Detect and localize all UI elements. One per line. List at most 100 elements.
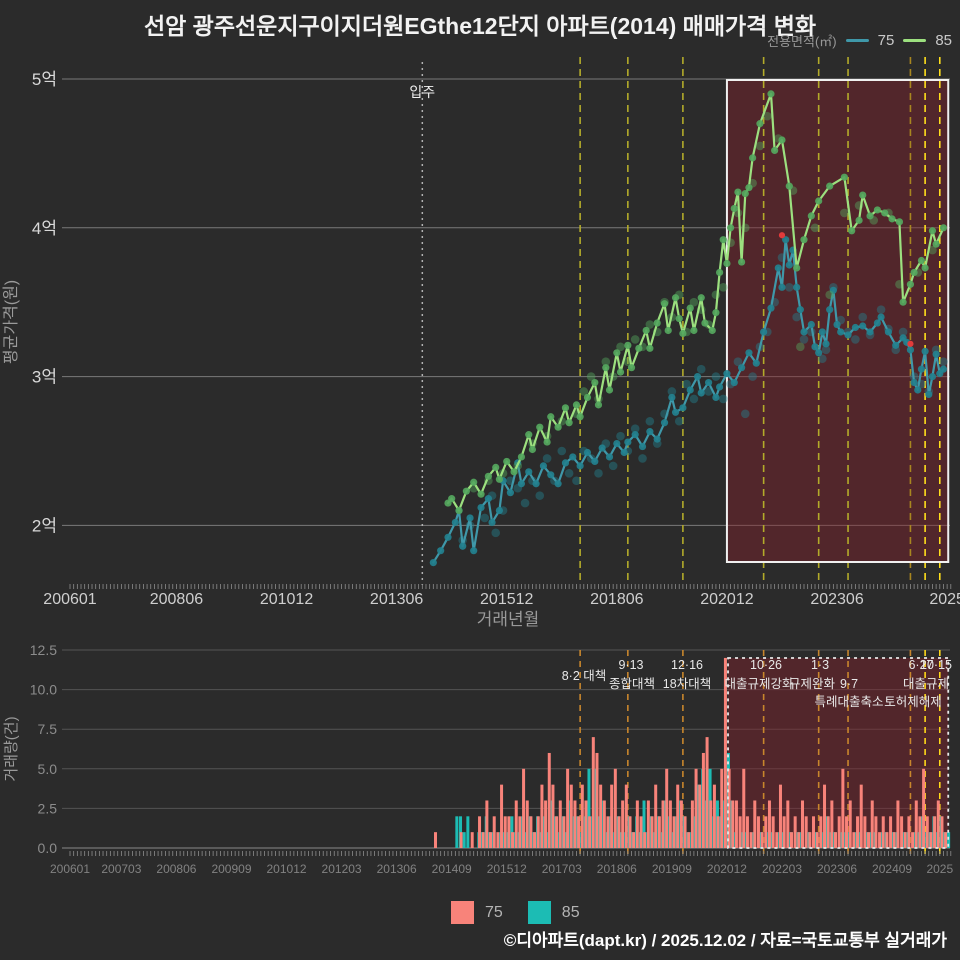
line-point-85 xyxy=(448,495,456,503)
line-point-85 xyxy=(719,236,727,244)
line-point-85 xyxy=(939,224,948,232)
bar-75 xyxy=(511,832,515,848)
bar-75 xyxy=(793,816,797,848)
scatter-point-75 xyxy=(939,357,948,367)
policy-annotation: 대출규제 xyxy=(903,677,949,691)
y-tick-label: 4억 xyxy=(32,219,57,238)
bar-75 xyxy=(544,800,548,848)
bar-75 xyxy=(646,800,650,848)
bar-75 xyxy=(690,800,694,848)
scatter-point-75 xyxy=(876,305,886,314)
bar-75 xyxy=(940,816,944,848)
legend-top-label: 전용면적(㎡) xyxy=(767,34,837,49)
footer-credit: ©디아파트(dapt.kr) / 2025.12.02 / 자료=국토교통부 실… xyxy=(503,931,947,950)
bar-75 xyxy=(470,832,474,848)
scatter-point-75 xyxy=(696,364,706,374)
line-point-85 xyxy=(594,401,603,409)
legend-bottom: 75 85 xyxy=(451,901,580,924)
scatter-point-75 xyxy=(491,528,501,538)
legend-bottom-item-85: 85 xyxy=(527,901,580,924)
scatter-point-75 xyxy=(792,312,801,322)
scatter-point-75 xyxy=(594,469,603,478)
bar-75 xyxy=(712,784,716,848)
policy-annotation: 특례대출축소 xyxy=(814,695,883,709)
line-point-75 xyxy=(693,373,702,381)
line-point-75 xyxy=(631,431,639,439)
bar-75 xyxy=(867,832,871,848)
line-point-75 xyxy=(547,471,555,479)
line-point-75 xyxy=(866,328,874,336)
line-point-75 xyxy=(697,389,705,397)
policy-annotation: 8·2 대책 xyxy=(562,668,607,683)
bar-75 xyxy=(852,832,856,848)
line-point-75 xyxy=(800,328,808,336)
y-tick-label: 7.5 xyxy=(38,721,58,737)
line-point-75 xyxy=(429,559,437,567)
x-axis-title: 거래년월 xyxy=(477,610,540,629)
bar-75 xyxy=(481,832,485,848)
line-point-75 xyxy=(517,480,526,488)
line-point-85 xyxy=(561,404,570,412)
line-point-85 xyxy=(525,431,533,439)
bar-75 xyxy=(672,816,676,848)
policy-annotation: 규제완화 xyxy=(789,677,836,691)
x-tick-label: 201512 xyxy=(480,591,533,608)
line-point-75 xyxy=(532,480,540,488)
line-point-85 xyxy=(730,204,738,213)
bar-85 xyxy=(947,832,951,848)
bar-75 xyxy=(834,832,838,848)
bar-75 xyxy=(764,816,768,848)
scatter-point-75 xyxy=(608,461,618,471)
scatter-point-75 xyxy=(733,357,743,367)
line-point-75 xyxy=(539,462,548,470)
line-point-75 xyxy=(679,404,687,412)
line-point-85 xyxy=(602,364,610,372)
bar-75 xyxy=(507,816,511,848)
x-tick-label: 201512 xyxy=(487,862,527,876)
bar-75 xyxy=(558,800,562,848)
line-point-75 xyxy=(620,448,628,457)
scatter-point-75 xyxy=(564,469,574,478)
line-point-75 xyxy=(525,468,533,476)
scatter-point-85 xyxy=(645,320,655,329)
x-tick-label: 200703 xyxy=(101,862,141,876)
bar-75 xyxy=(922,768,926,848)
legend-top: 전용면적(㎡) 75 85 xyxy=(767,31,952,50)
line-point-85 xyxy=(642,326,650,335)
line-point-75 xyxy=(484,495,492,503)
line-point-75 xyxy=(917,365,926,373)
scatter-point-75 xyxy=(740,409,750,419)
red-point xyxy=(778,232,786,239)
bar-75 xyxy=(701,752,705,848)
bar-75 xyxy=(687,832,691,848)
x-tick-label: 201909 xyxy=(652,862,692,876)
line-point-85 xyxy=(576,413,584,421)
bar-75 xyxy=(720,768,724,848)
bar-75 xyxy=(525,800,529,848)
bar-75 xyxy=(723,657,727,848)
bar-75 xyxy=(826,816,830,848)
policy-annotation: 토허제해제 xyxy=(884,695,942,709)
line-point-85 xyxy=(873,206,882,214)
bar-75 xyxy=(804,816,808,848)
line-point-75 xyxy=(624,438,632,446)
bar-75 xyxy=(668,800,672,848)
line-point-75 xyxy=(785,261,793,269)
scatter-point-85 xyxy=(689,297,699,307)
bar-75 xyxy=(716,816,720,848)
line-point-75 xyxy=(925,390,933,399)
line-point-85 xyxy=(855,216,863,224)
bar-75 xyxy=(933,816,937,848)
bar-75 xyxy=(573,800,577,848)
bar-85 xyxy=(587,768,591,848)
scatter-point-75 xyxy=(711,372,721,381)
line-point-75 xyxy=(730,378,738,387)
scatter-point-75 xyxy=(480,513,490,523)
line-point-75 xyxy=(712,393,720,402)
line-point-75 xyxy=(646,428,654,436)
line-point-85 xyxy=(807,212,815,220)
move-in-label: 입주 xyxy=(409,84,435,100)
line-point-85 xyxy=(848,227,856,235)
bar-75 xyxy=(489,832,493,848)
bar-75 xyxy=(698,784,702,848)
